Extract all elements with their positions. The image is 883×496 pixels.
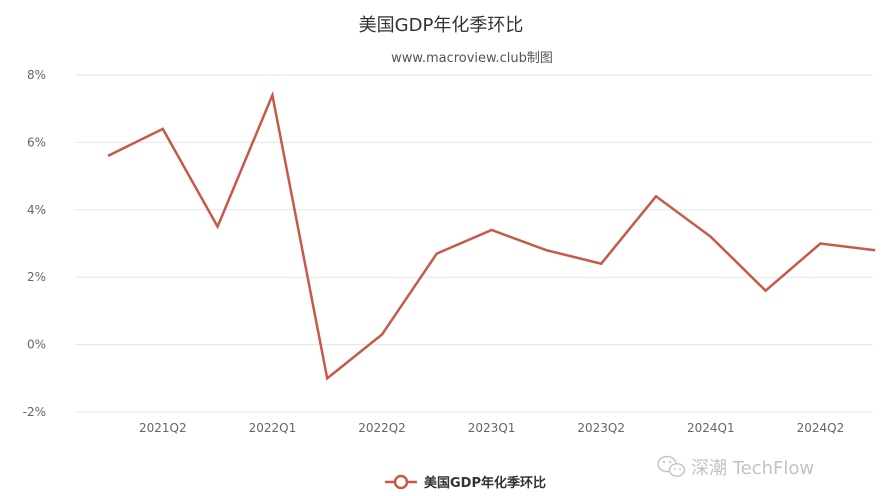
y-tick-label: -2% <box>23 405 46 419</box>
y-tick-label: 8% <box>27 68 46 82</box>
x-tick-label: 2021Q2 <box>139 421 187 435</box>
y-tick-label: 2% <box>27 270 46 284</box>
data-point[interactable] <box>377 330 387 340</box>
data-point[interactable] <box>267 90 277 100</box>
x-tick-label: 2023Q2 <box>577 421 625 435</box>
chart-subtitle: www.macroview.club制图 <box>391 51 553 66</box>
data-point[interactable] <box>432 249 442 259</box>
y-axis-ticks: 8% 6% 4% 2% 0% -2% <box>23 68 46 419</box>
x-tick-label: 2024Q2 <box>797 421 845 435</box>
x-tick-label: 2023Q1 <box>468 421 516 435</box>
chart-title: 美国GDP年化季环比 <box>359 15 524 36</box>
legend[interactable]: 美国GDP年化季环比 <box>385 474 546 491</box>
x-tick-label: 2024Q1 <box>687 421 735 435</box>
data-point[interactable] <box>596 259 606 269</box>
series-line[interactable] <box>107 90 876 381</box>
data-point[interactable] <box>870 245 880 255</box>
grid <box>75 74 873 413</box>
x-tick-label: 2022Q2 <box>358 421 406 435</box>
legend-label: 美国GDP年化季环比 <box>424 475 546 491</box>
data-point[interactable] <box>487 225 497 235</box>
data-point[interactable] <box>322 373 332 383</box>
y-tick-label: 0% <box>27 338 46 352</box>
series-layer <box>103 90 880 383</box>
data-point[interactable] <box>761 286 771 296</box>
data-point[interactable] <box>815 239 825 249</box>
data-point[interactable] <box>706 232 716 242</box>
data-point[interactable] <box>213 222 223 232</box>
y-tick-label: 4% <box>27 203 46 217</box>
watermark-text: 深潮 TechFlow <box>691 458 814 479</box>
data-point[interactable] <box>158 124 168 134</box>
watermark: 深潮 TechFlow <box>657 455 814 479</box>
data-point[interactable] <box>651 191 661 201</box>
wechat-icon <box>657 455 686 477</box>
x-axis-ticks: 2021Q2 2022Q1 2022Q2 2023Q1 2023Q2 2024Q1 2024… <box>139 421 844 435</box>
x-tick-label: 2022Q1 <box>249 421 297 435</box>
y-tick-label: 6% <box>27 135 46 149</box>
data-point[interactable] <box>103 151 113 161</box>
legend-marker-icon <box>393 474 409 490</box>
data-point[interactable] <box>541 245 551 255</box>
